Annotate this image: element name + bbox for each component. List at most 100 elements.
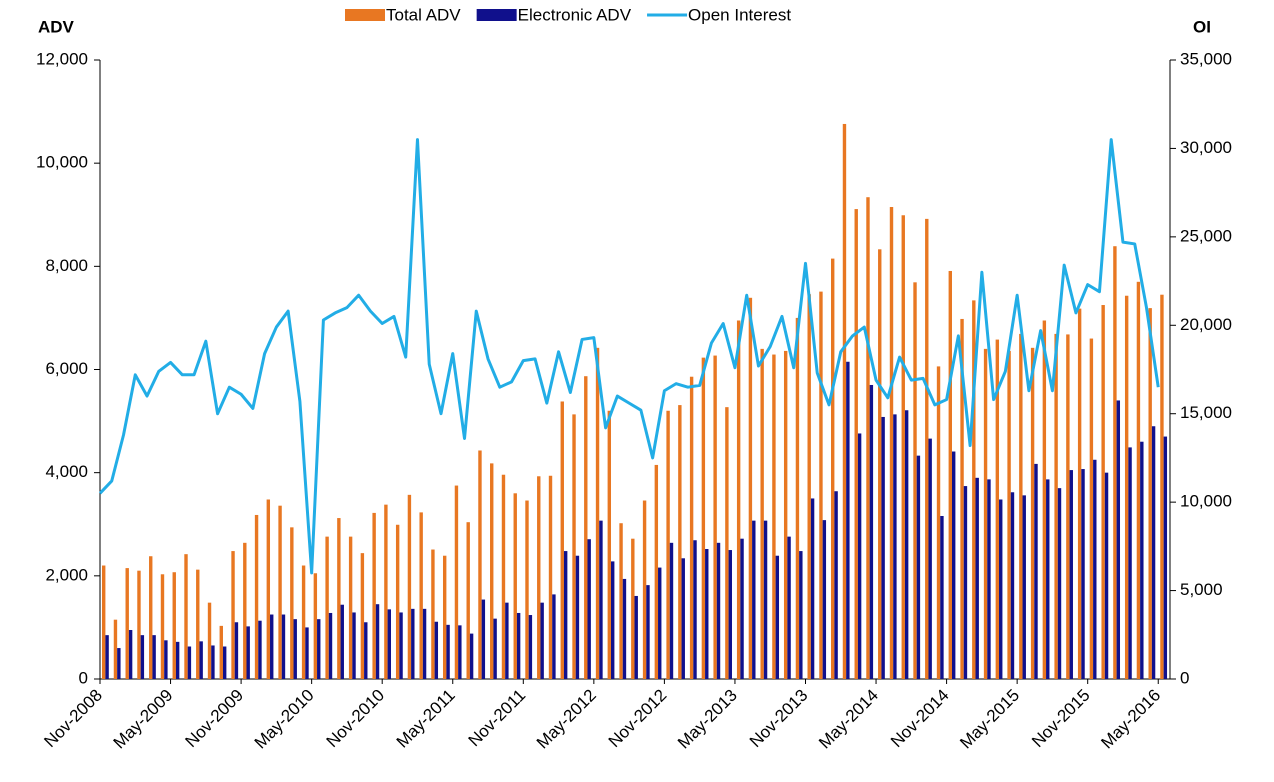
bar — [219, 625, 223, 679]
bar — [995, 339, 1000, 679]
y-axis-title: ADV — [38, 17, 75, 36]
bar — [963, 486, 968, 679]
bar — [740, 538, 744, 679]
bar — [207, 602, 212, 679]
bar — [1022, 495, 1026, 679]
bar — [164, 640, 168, 679]
bar — [1093, 459, 1097, 679]
bar — [1136, 281, 1141, 679]
bar — [669, 542, 674, 679]
bar — [431, 549, 435, 679]
legend-label: Electronic ADV — [518, 5, 632, 24]
bar — [904, 410, 909, 679]
bar — [125, 568, 129, 679]
bar — [983, 348, 988, 679]
bar — [857, 433, 862, 679]
bar — [810, 498, 815, 679]
bar — [140, 635, 145, 679]
bar — [516, 612, 521, 679]
legend-swatch — [476, 9, 517, 21]
bar — [763, 520, 768, 679]
bar — [736, 320, 741, 679]
bar — [563, 551, 568, 679]
bar — [560, 401, 564, 679]
bar — [1007, 350, 1011, 679]
bar — [466, 522, 470, 679]
bar — [1160, 294, 1164, 679]
bar — [234, 622, 239, 679]
bar — [940, 515, 944, 679]
bar — [878, 249, 882, 679]
bar — [689, 376, 694, 679]
bar — [1010, 492, 1015, 679]
bar — [654, 464, 659, 679]
bar — [619, 523, 623, 679]
bar — [513, 493, 517, 679]
bar — [866, 197, 870, 679]
bar — [713, 355, 717, 679]
bar — [1042, 320, 1047, 679]
bar — [1034, 463, 1038, 679]
bar — [102, 565, 106, 679]
bar — [1066, 334, 1070, 679]
y2-axis-title: OI — [1193, 17, 1211, 36]
bar — [575, 555, 580, 679]
bar — [693, 540, 697, 679]
bar — [528, 615, 533, 679]
bar — [490, 463, 494, 679]
bar — [537, 476, 541, 679]
y2-tick-label: 25,000 — [1180, 226, 1232, 245]
bar — [1077, 308, 1082, 679]
bar — [243, 542, 247, 679]
y-tick-label: 10,000 — [36, 153, 88, 172]
bar — [325, 536, 329, 679]
bar — [666, 410, 670, 679]
bar — [795, 317, 800, 679]
bar — [1151, 426, 1156, 679]
bar — [293, 619, 297, 679]
bar — [916, 455, 921, 679]
bar — [478, 450, 482, 679]
bar — [458, 625, 462, 679]
bar — [701, 357, 706, 679]
bar — [1124, 295, 1129, 679]
bar — [748, 297, 753, 679]
bar — [1116, 400, 1121, 679]
bar — [1046, 479, 1050, 679]
x-tick-label: Nov-2011 — [465, 686, 530, 751]
x-tick-label: Nov-2012 — [605, 686, 671, 752]
bar — [395, 524, 400, 679]
bar — [783, 350, 788, 679]
bar — [1101, 305, 1105, 679]
bar — [716, 542, 721, 679]
bar — [254, 514, 259, 679]
bar — [787, 536, 791, 679]
y2-tick-label: 20,000 — [1180, 315, 1232, 334]
bar — [313, 573, 318, 679]
bar — [772, 354, 776, 679]
bar — [642, 500, 647, 679]
bar — [258, 620, 262, 679]
bar — [646, 585, 650, 679]
y2-tick-label: 10,000 — [1180, 492, 1232, 511]
legend-label: Open Interest — [688, 5, 791, 24]
bar — [936, 366, 941, 679]
bar — [434, 621, 439, 679]
bar — [113, 619, 118, 679]
bar — [266, 499, 271, 679]
y-tick-label: 6,000 — [45, 359, 88, 378]
x-tick-label: Nov-2013 — [746, 686, 812, 752]
bar — [348, 536, 353, 679]
bar — [211, 645, 215, 679]
y-tick-label: 4,000 — [45, 462, 88, 481]
bar — [1163, 436, 1168, 679]
bar — [960, 318, 964, 679]
bar — [172, 572, 176, 679]
bar — [725, 407, 729, 679]
bar — [1089, 338, 1094, 679]
bar — [372, 512, 376, 679]
bar — [831, 258, 835, 679]
bar — [407, 494, 412, 679]
x-tick-label: May-2010 — [251, 686, 318, 753]
